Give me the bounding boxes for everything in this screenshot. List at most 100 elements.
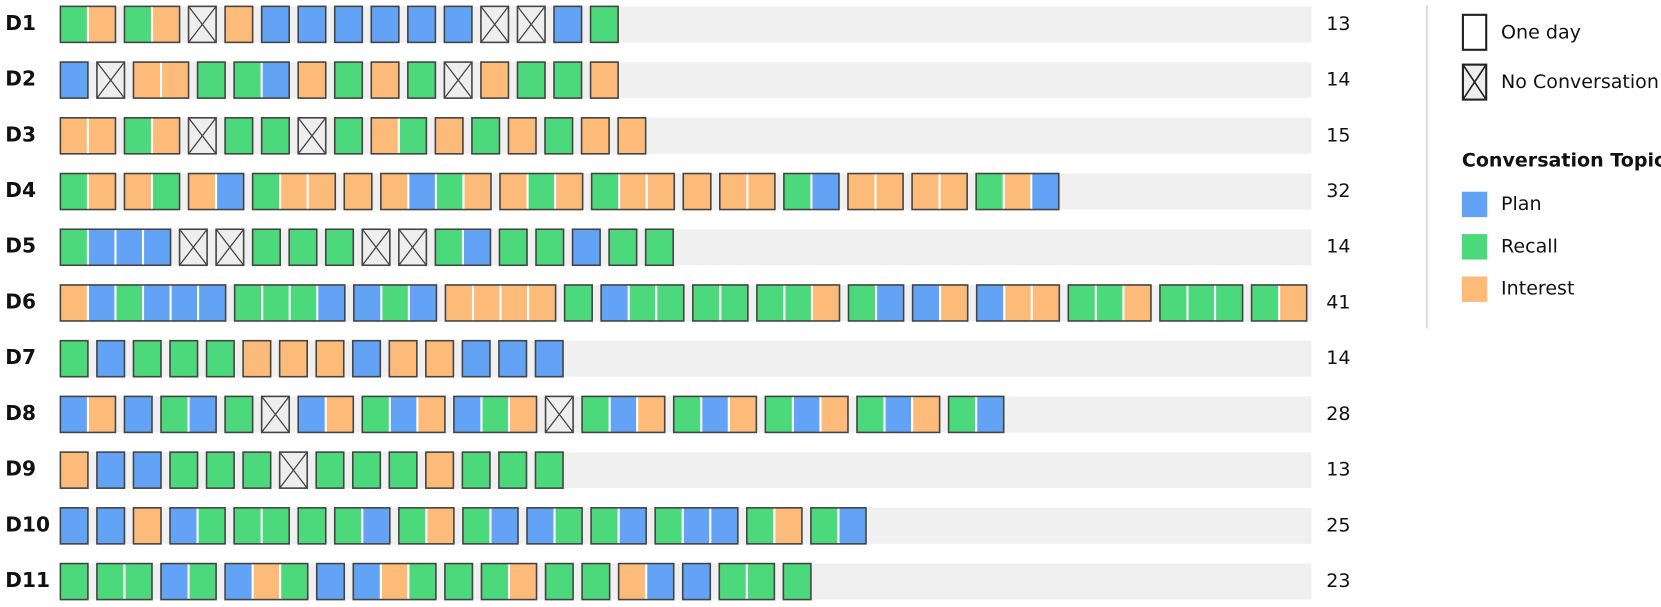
topic-segment [87, 284, 116, 321]
topic-segment [317, 284, 345, 321]
topic-segment [197, 62, 226, 99]
day-box [563, 284, 593, 322]
day-box [370, 61, 400, 99]
day-box [59, 117, 117, 155]
topic-segment [262, 284, 290, 321]
day-box [681, 562, 712, 601]
topic-segment [848, 284, 877, 321]
day-box [233, 284, 346, 322]
row-count: 15 [1326, 124, 1350, 146]
topic-segment [582, 563, 610, 600]
topic-segment [407, 62, 436, 99]
no-conversation-x [279, 451, 308, 489]
day-box [719, 172, 776, 211]
day-box [205, 339, 235, 378]
topic-segment [811, 284, 840, 321]
no-conversation-x [261, 396, 290, 433]
topic-segment [188, 563, 217, 600]
day-box [59, 395, 117, 434]
topic-segment [637, 396, 665, 433]
day-box [1067, 284, 1152, 322]
day-box [617, 117, 647, 155]
topic-segment [389, 396, 418, 433]
day-box [352, 562, 437, 601]
topic-segment [60, 340, 88, 377]
day-box [224, 117, 254, 155]
topic-segment [692, 284, 721, 321]
topic-segment [746, 507, 775, 544]
topic-segment [252, 563, 281, 600]
topic-segment [381, 284, 409, 321]
topic-segment [353, 563, 381, 600]
topic-segment [508, 396, 537, 433]
day-box [59, 451, 89, 489]
row-label: D10 [5, 512, 50, 536]
topic-segment [564, 284, 593, 321]
topic-segment [170, 452, 198, 489]
topic-segment [645, 229, 674, 266]
row-count: 14 [1326, 347, 1350, 369]
day-box [480, 61, 510, 99]
topic-segment [462, 507, 491, 544]
topic-segment [912, 284, 941, 321]
topic-segment [426, 507, 454, 544]
day-box [59, 61, 89, 99]
topic-segment [609, 229, 637, 266]
topic-segment [555, 173, 583, 210]
topic-segment [875, 173, 904, 210]
no-conversation-x [398, 228, 427, 266]
day-box [351, 451, 382, 489]
row-label: D4 [5, 178, 36, 202]
topic-segment [591, 173, 620, 210]
day-box [947, 395, 1005, 434]
track [60, 229, 1312, 266]
topic-segment [528, 284, 556, 321]
day-box [682, 172, 712, 211]
topic-segment [408, 173, 436, 210]
topic-segment [225, 117, 253, 154]
topic-segment [133, 340, 162, 377]
day-box [59, 284, 227, 322]
day-box [59, 228, 172, 267]
topic-segment [1068, 284, 1096, 321]
topic-segment [498, 452, 527, 489]
topic-segment [481, 396, 509, 433]
topic-segment [234, 62, 262, 99]
day-box [471, 117, 501, 155]
no-conversation-x [179, 228, 208, 266]
topic-segment [1123, 284, 1151, 321]
topic-segment [225, 563, 253, 600]
topic-segment [334, 6, 363, 43]
day-box [59, 172, 117, 211]
topic-segment [719, 173, 748, 210]
day-box [96, 451, 126, 489]
row-count: 25 [1326, 514, 1350, 536]
topic-segment [618, 563, 647, 600]
day-box [132, 61, 190, 99]
topic-segment [554, 62, 582, 99]
topic-segment [554, 507, 583, 544]
topic-segment [1187, 284, 1216, 321]
topic-segment [527, 173, 556, 210]
day-box [398, 507, 455, 545]
no-conversation-x [188, 117, 217, 155]
topic-segment [353, 284, 382, 321]
no-conversation-x [545, 396, 574, 433]
topic-segment [517, 62, 546, 99]
day-box [315, 451, 345, 489]
day-box [544, 562, 574, 601]
day-box [260, 117, 290, 155]
day-box [453, 395, 538, 434]
topic-segment [444, 563, 473, 600]
topic-segment [1003, 173, 1032, 210]
day-box [443, 5, 473, 44]
day-box [600, 284, 685, 322]
topic-segment [170, 340, 198, 377]
topic-segment [445, 284, 473, 321]
day-box [434, 228, 492, 267]
topic-segment [1095, 284, 1124, 321]
topic-segment [96, 340, 125, 377]
topic-segment [115, 229, 144, 266]
topic-segment [535, 452, 564, 489]
topic-segment [298, 62, 326, 99]
